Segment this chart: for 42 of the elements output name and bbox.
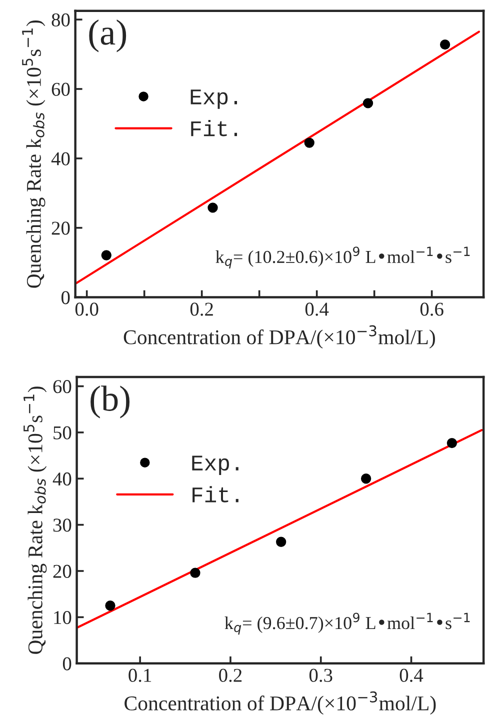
point [446, 438, 458, 448]
legend-label: Exp. [192, 456, 238, 475]
annotation: (b) [90, 386, 130, 418]
x-tick-label: 0.4 [305, 302, 329, 316]
y-tick-label: 20 [53, 564, 72, 578]
point [440, 39, 450, 50]
y-tick-label: 60 [52, 82, 70, 96]
point [276, 536, 286, 547]
x-axis-title: Concentration of DPA/(×10$^{−3}$mol/L) [124, 325, 435, 349]
point [360, 474, 372, 484]
point [105, 600, 116, 611]
legend-label: Exp. [190, 90, 238, 109]
x-axis-title: Concentration of DPA/(×10$^{−3}$mol/L) [124, 691, 436, 715]
annotation: k$_{q}$= (9.6±0.7)×10$^{9}$ L•mol$^{−1}$•s$^{−1}$ [224, 612, 470, 635]
point [304, 138, 314, 148]
y-tick-label: 40 [52, 472, 72, 486]
y-tick-label: 60 [53, 380, 72, 394]
x-tick-label: 0.2 [190, 302, 213, 316]
y-tick-label: 20 [52, 222, 70, 235]
y-tick-label: 30 [53, 518, 72, 532]
y-tick-label: 40 [51, 152, 70, 166]
y-axis-title: Quenching Rate k$_{obs}$ (×10$^{5}$s$^{−1}$) [24, 386, 47, 654]
y-axis-title: Quenching Rate k$_{obs}$ (×10$^{5}$s$^{−1}$) [22, 20, 46, 288]
y-tick-label: 50 [54, 426, 72, 440]
y-tick-label: 0 [62, 657, 72, 670]
y-tick-label: 0 [61, 291, 70, 304]
point [101, 250, 112, 260]
y-tick-label: 80 [52, 13, 70, 26]
x-tick-label: 0.4 [400, 668, 424, 682]
point [190, 568, 200, 578]
x-tick-label: 0.1 [128, 668, 152, 682]
y-tick-label: 10 [54, 611, 72, 624]
legend-label: Fit. [191, 120, 238, 136]
x-tick-label: 0.2 [219, 668, 242, 682]
annotation: k$_{q}$= (10.2±0.6)×10$^{9}$ L•mol$^{−1}$•s$^{−1}$ [216, 246, 470, 268]
x-tick-label: 0.3 [309, 668, 332, 682]
annotation: (a) [89, 19, 126, 52]
legend-label: Fit. [192, 486, 238, 502]
point [208, 202, 218, 213]
x-tick-label: 0.6 [420, 302, 444, 316]
point [362, 98, 374, 108]
x-tick-label: 0.0 [75, 302, 98, 316]
